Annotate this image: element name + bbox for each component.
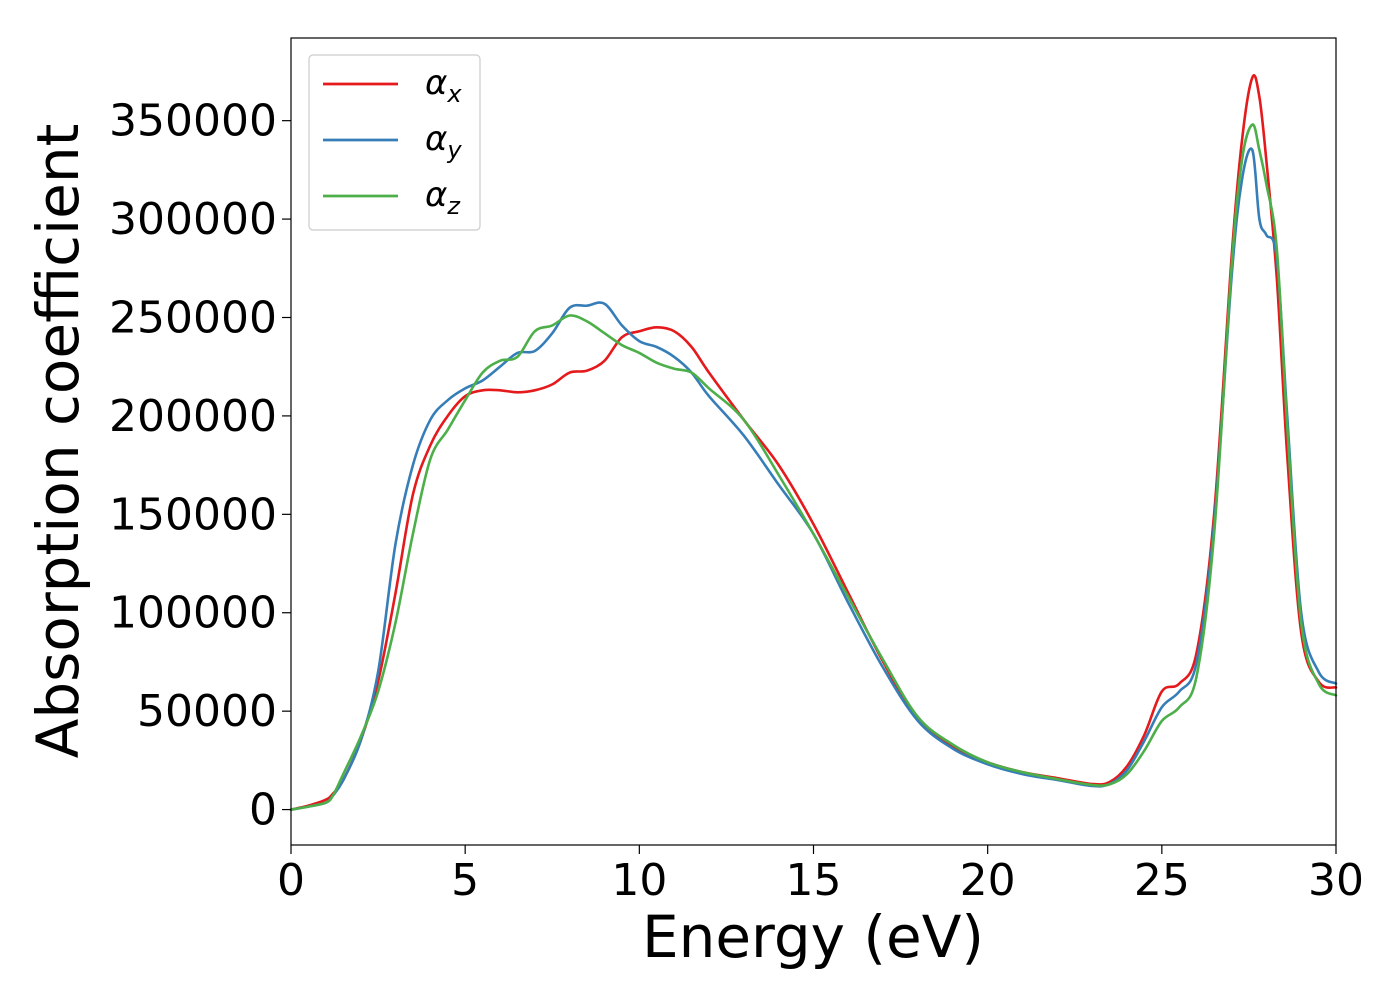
y-tick-label: 0 bbox=[249, 785, 277, 836]
x-tick-label: 20 bbox=[960, 855, 1016, 906]
legend-label-z: αz bbox=[425, 175, 461, 220]
legend-box bbox=[308, 54, 481, 231]
legend-label-y: αy bbox=[425, 119, 462, 164]
series-line-x bbox=[289, 74, 1338, 811]
y-tick-label: 50000 bbox=[137, 686, 277, 737]
y-tick-label: 250000 bbox=[109, 292, 277, 343]
x-tick-label: 5 bbox=[451, 855, 479, 906]
x-tick-label: 30 bbox=[1308, 855, 1364, 906]
y-tick-label: 300000 bbox=[109, 194, 277, 245]
x-tick-label: 25 bbox=[1134, 855, 1190, 906]
series-line-z bbox=[289, 123, 1338, 811]
legend-label-x: αx bbox=[425, 63, 462, 108]
ticks-layer: 0 5 10 15 20 25 30 0 50000 100000 150000 200000 2500… bbox=[109, 96, 1364, 906]
legend: αx αy αz bbox=[308, 54, 481, 231]
x-tick-label: 0 bbox=[277, 855, 305, 906]
series-layer bbox=[289, 74, 1338, 811]
x-tick-label: 15 bbox=[786, 855, 842, 906]
y-axis-label: Absorption coefficient bbox=[24, 124, 92, 759]
x-axis-label: Energy (eV) bbox=[642, 903, 984, 971]
series-line-y bbox=[289, 147, 1338, 811]
x-tick-label: 10 bbox=[611, 855, 667, 906]
y-tick-label: 150000 bbox=[109, 489, 277, 540]
y-tick-label: 100000 bbox=[109, 588, 277, 639]
y-tick-label: 350000 bbox=[109, 96, 277, 147]
y-tick-label: 200000 bbox=[109, 391, 277, 442]
